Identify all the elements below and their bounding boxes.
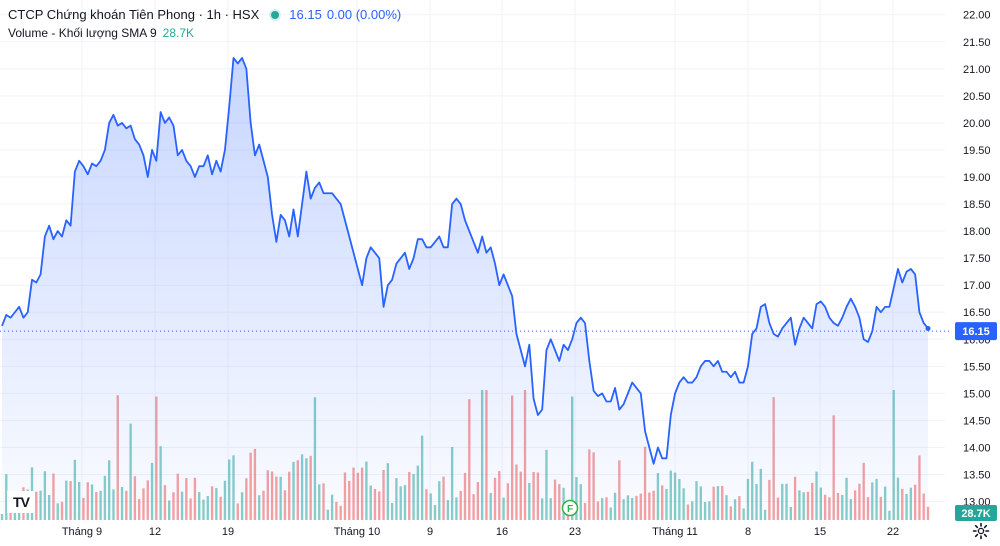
price-tick-label: 18.00 bbox=[963, 226, 991, 238]
symbol-title[interactable]: CTCP Chứng khoán Tiên Phong · 1h · HSX bbox=[8, 7, 260, 22]
green-dot-icon bbox=[271, 11, 280, 19]
price-tick-label: 19.00 bbox=[963, 172, 991, 184]
time-tick-label: 15 bbox=[814, 526, 826, 538]
time-axis[interactable]: Tháng 9 12 19 Tháng 10 9 16 23 Tháng 11 8 15 22 bbox=[62, 526, 899, 538]
time-tick-label: Tháng 10 bbox=[334, 526, 380, 538]
last-point bbox=[925, 325, 931, 331]
earnings-flag-icon[interactable]: F bbox=[561, 499, 579, 517]
price-tick-label: 14.50 bbox=[963, 415, 991, 427]
price-tick-label: 16.50 bbox=[963, 307, 991, 319]
volume-label[interactable]: Volume - Khối lượng SMA 9 bbox=[8, 26, 157, 40]
time-tick-label: Tháng 9 bbox=[62, 526, 102, 538]
legend-main-row: CTCP Chứng khoán Tiên Phong · 1h · HSX 1… bbox=[8, 6, 401, 24]
price-tick-label: 21.50 bbox=[963, 37, 991, 49]
price-tick-label: 15.00 bbox=[963, 388, 991, 400]
time-tick-label: 22 bbox=[887, 526, 899, 538]
price-line bbox=[1, 57, 929, 465]
legend-volume-row: Volume - Khối lượng SMA 9 28.7K bbox=[8, 24, 401, 42]
price-axis[interactable]: 22.00 21.50 21.00 20.50 20.00 19.50 19.00 18.50… bbox=[963, 10, 991, 509]
time-tick-label: 23 bbox=[569, 526, 581, 538]
price-tick-label: 17.50 bbox=[963, 253, 991, 265]
time-tick-label: 12 bbox=[149, 526, 161, 538]
price-tick-label: 14.00 bbox=[963, 442, 991, 454]
price-tick-label: 22.00 bbox=[963, 10, 991, 22]
legend-price: 16.15 bbox=[289, 7, 322, 22]
tradingview-logo-icon[interactable]: TV bbox=[7, 491, 35, 513]
volume-value: 28.7K bbox=[162, 26, 194, 40]
time-tick-label: Tháng 11 bbox=[652, 526, 698, 538]
time-tick-label: 19 bbox=[222, 526, 234, 538]
price-tick-label: 19.50 bbox=[963, 145, 991, 157]
price-tick-label: 18.50 bbox=[963, 199, 991, 211]
earnings-flag-circle bbox=[561, 499, 579, 517]
legend-change: 0.00 (0.00%) bbox=[326, 7, 402, 22]
price-tick-label: 20.00 bbox=[963, 118, 991, 130]
price-tick-label: 21.00 bbox=[963, 64, 991, 76]
price-area bbox=[1, 57, 931, 520]
time-tick-label: 9 bbox=[427, 526, 433, 538]
time-tick-label: 16 bbox=[496, 526, 508, 538]
gear-icon[interactable] bbox=[972, 522, 990, 540]
price-tick-label: 17.00 bbox=[963, 280, 991, 292]
chart-legend: CTCP Chứng khoán Tiên Phong · 1h · HSX 1… bbox=[8, 6, 401, 42]
last-price-badge bbox=[955, 322, 997, 341]
price-area-fill bbox=[2, 57, 928, 520]
price-tick-label: 15.50 bbox=[963, 361, 991, 373]
last-price-badge-label: 16.15 bbox=[962, 326, 990, 338]
price-tick-label: 13.50 bbox=[963, 470, 991, 482]
price-tick-label: 20.50 bbox=[963, 91, 991, 103]
axis-badges: 16.15 28.7K bbox=[955, 322, 997, 521]
volume-badge-label: 28.7K bbox=[961, 508, 990, 520]
time-tick-label: 8 bbox=[745, 526, 751, 538]
earnings-flag-label: F bbox=[567, 504, 573, 515]
volume-badge bbox=[955, 505, 997, 521]
